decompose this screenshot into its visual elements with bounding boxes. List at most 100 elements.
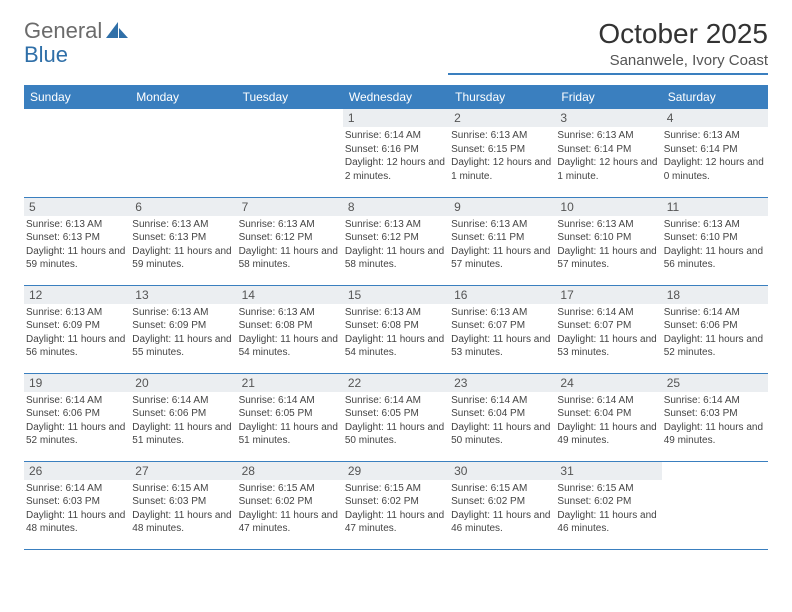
sunset-text: Sunset: 6:09 PM — [132, 319, 234, 333]
daylight-text: Daylight: 11 hours and 46 minutes. — [451, 509, 553, 536]
day-header: Monday — [130, 85, 236, 109]
sunset-text: Sunset: 6:07 PM — [557, 319, 659, 333]
day-number: 17 — [555, 286, 661, 304]
calendar-table: Sunday Monday Tuesday Wednesday Thursday… — [24, 85, 768, 550]
calendar-cell: 15Sunrise: 6:13 AMSunset: 6:08 PMDayligh… — [343, 285, 449, 373]
daylight-text: Daylight: 11 hours and 58 minutes. — [239, 245, 341, 272]
calendar-cell: 29Sunrise: 6:15 AMSunset: 6:02 PMDayligh… — [343, 461, 449, 549]
day-info: Sunrise: 6:13 AMSunset: 6:08 PMDaylight:… — [237, 306, 343, 360]
calendar-cell: 13Sunrise: 6:13 AMSunset: 6:09 PMDayligh… — [130, 285, 236, 373]
day-info: Sunrise: 6:13 AMSunset: 6:15 PMDaylight:… — [449, 129, 555, 183]
sunrise-text: Sunrise: 6:13 AM — [345, 306, 447, 320]
day-number: 8 — [343, 198, 449, 216]
day-info: Sunrise: 6:13 AMSunset: 6:14 PMDaylight:… — [662, 129, 768, 183]
day-number: 25 — [662, 374, 768, 392]
day-info: Sunrise: 6:13 AMSunset: 6:10 PMDaylight:… — [662, 218, 768, 272]
sunrise-text: Sunrise: 6:13 AM — [239, 306, 341, 320]
sunset-text: Sunset: 6:02 PM — [557, 495, 659, 509]
day-info: Sunrise: 6:13 AMSunset: 6:11 PMDaylight:… — [449, 218, 555, 272]
daylight-text: Daylight: 12 hours and 0 minutes. — [664, 156, 766, 183]
calendar-cell: 2Sunrise: 6:13 AMSunset: 6:15 PMDaylight… — [449, 109, 555, 197]
calendar-cell: 22 Sunrise: 6:14 AMSunset: 6:05 PMDayligh… — [343, 373, 449, 461]
daylight-text: Daylight: 12 hours and 1 minute. — [557, 156, 659, 183]
day-header: Thursday — [449, 85, 555, 109]
daylight-text: Daylight: 11 hours and 48 minutes. — [132, 509, 234, 536]
sunset-text: Sunset: 6:07 PM — [451, 319, 553, 333]
day-info: Sunrise: 6:14 AMSunset: 6:06 PMDaylight:… — [662, 306, 768, 360]
sunset-text: Sunset: 6:12 PM — [345, 231, 447, 245]
daylight-text: Daylight: 11 hours and 54 minutes. — [345, 333, 447, 360]
daylight-text: Daylight: 11 hours and 56 minutes. — [26, 333, 128, 360]
day-number: 1 — [343, 109, 449, 127]
day-info: Sunrise: 6:13 AMSunset: 6:09 PMDaylight:… — [130, 306, 236, 360]
daylight-text: Daylight: 11 hours and 51 minutes. — [132, 421, 234, 448]
location-label: Sananwele, Ivory Coast — [448, 52, 768, 75]
daylight-text: Daylight: 11 hours and 57 minutes. — [451, 245, 553, 272]
calendar-cell — [130, 109, 236, 197]
day-info: Sunrise: 6:14 AMSunset: 6:05 PMDaylight:… — [237, 394, 343, 448]
calendar-cell: 16Sunrise: 6:13 AMSunset: 6:07 PMDayligh… — [449, 285, 555, 373]
calendar-row: 5Sunrise: 6:13 AMSunset: 6:13 PMDaylight… — [24, 197, 768, 285]
day-number: 22 — [343, 374, 449, 392]
day-info: Sunrise: 6:15 AMSunset: 6:02 PMDaylight:… — [343, 482, 449, 536]
sunrise-text: Sunrise: 6:14 AM — [239, 394, 341, 408]
sunrise-text: Sunrise: 6:15 AM — [239, 482, 341, 496]
sunset-text: Sunset: 6:05 PM — [239, 407, 341, 421]
daylight-text: Daylight: 11 hours and 49 minutes. — [557, 421, 659, 448]
sunset-text: Sunset: 6:12 PM — [239, 231, 341, 245]
day-header-row: Sunday Monday Tuesday Wednesday Thursday… — [24, 85, 768, 109]
sunrise-text: Sunrise: 6:15 AM — [132, 482, 234, 496]
sunrise-text: Sunrise: 6:13 AM — [451, 306, 553, 320]
calendar-cell: 18Sunrise: 6:14 AMSunset: 6:06 PMDayligh… — [662, 285, 768, 373]
sunrise-text: Sunrise: 6:14 AM — [557, 306, 659, 320]
daylight-text: Daylight: 11 hours and 52 minutes. — [26, 421, 128, 448]
calendar-cell: 1Sunrise: 6:14 AMSunset: 6:16 PMDaylight… — [343, 109, 449, 197]
sunset-text: Sunset: 6:14 PM — [557, 143, 659, 157]
calendar-cell: 3 Sunrise: 6:13 AMSunset: 6:14 PMDaylight… — [555, 109, 661, 197]
day-info: Sunrise: 6:13 AMSunset: 6:07 PMDaylight:… — [449, 306, 555, 360]
sunset-text: Sunset: 6:09 PM — [26, 319, 128, 333]
day-number: 14 — [237, 286, 343, 304]
calendar-cell — [662, 461, 768, 549]
daylight-text: Daylight: 11 hours and 53 minutes. — [451, 333, 553, 360]
sunrise-text: Sunrise: 6:13 AM — [557, 218, 659, 232]
day-number: 24 — [555, 374, 661, 392]
calendar-row: 19Sunrise: 6:14 AMSunset: 6:06 PMDayligh… — [24, 373, 768, 461]
calendar-cell: 27Sunrise: 6:15 AMSunset: 6:03 PMDayligh… — [130, 461, 236, 549]
day-number: 26 — [24, 462, 130, 480]
sunrise-text: Sunrise: 6:14 AM — [26, 394, 128, 408]
sunrise-text: Sunrise: 6:14 AM — [26, 482, 128, 496]
calendar-cell: 6Sunrise: 6:13 AMSunset: 6:13 PMDaylight… — [130, 197, 236, 285]
day-info: Sunrise: 6:14 AMSunset: 6:04 PMDaylight:… — [555, 394, 661, 448]
day-info: Sunrise: 6:14 AMSunset: 6:05 PMDaylight:… — [343, 394, 449, 448]
sunrise-text: Sunrise: 6:13 AM — [664, 129, 766, 143]
day-number: 30 — [449, 462, 555, 480]
daylight-text: Daylight: 11 hours and 56 minutes. — [664, 245, 766, 272]
sunrise-text: Sunrise: 6:14 AM — [345, 394, 447, 408]
calendar-cell: 12Sunrise: 6:13 AMSunset: 6:09 PMDayligh… — [24, 285, 130, 373]
calendar-cell: 30 Sunrise: 6:15 AMSunset: 6:02 PMDayligh… — [449, 461, 555, 549]
day-info: Sunrise: 6:13 AMSunset: 6:13 PMDaylight:… — [130, 218, 236, 272]
day-info: Sunrise: 6:13 AMSunset: 6:14 PMDaylight:… — [555, 129, 661, 183]
calendar-cell: 10Sunrise: 6:13 AMSunset: 6:10 PMDayligh… — [555, 197, 661, 285]
sunset-text: Sunset: 6:02 PM — [345, 495, 447, 509]
daylight-text: Daylight: 11 hours and 51 minutes. — [239, 421, 341, 448]
sunrise-text: Sunrise: 6:13 AM — [557, 129, 659, 143]
day-info: Sunrise: 6:14 AMSunset: 6:03 PMDaylight:… — [24, 482, 130, 536]
day-info: Sunrise: 6:13 AMSunset: 6:13 PMDaylight:… — [24, 218, 130, 272]
day-number: 15 — [343, 286, 449, 304]
header: General October 2025 Sananwele, Ivory Co… — [24, 18, 768, 75]
sunset-text: Sunset: 6:02 PM — [451, 495, 553, 509]
sunrise-text: Sunrise: 6:14 AM — [557, 394, 659, 408]
day-number: 28 — [237, 462, 343, 480]
day-header: Friday — [555, 85, 661, 109]
day-info: Sunrise: 6:14 AMSunset: 6:07 PMDaylight:… — [555, 306, 661, 360]
sunset-text: Sunset: 6:16 PM — [345, 143, 447, 157]
day-number: 3 — [555, 109, 661, 127]
sunrise-text: Sunrise: 6:13 AM — [132, 306, 234, 320]
sunrise-text: Sunrise: 6:14 AM — [664, 394, 766, 408]
calendar-cell: 20Sunrise: 6:14 AMSunset: 6:06 PMDayligh… — [130, 373, 236, 461]
logo: General — [24, 18, 130, 44]
sunrise-text: Sunrise: 6:15 AM — [451, 482, 553, 496]
daylight-text: Daylight: 11 hours and 59 minutes. — [132, 245, 234, 272]
